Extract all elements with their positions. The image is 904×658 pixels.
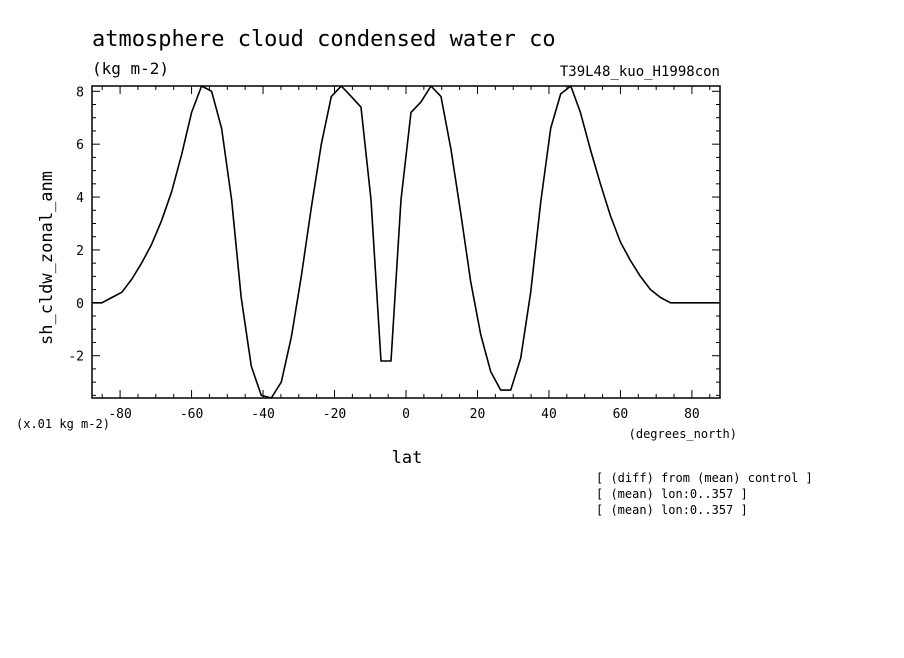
x-tick-label: 20 bbox=[470, 407, 486, 422]
y-scale-note: (x.01 kg m-2) bbox=[16, 417, 110, 431]
series-line bbox=[92, 85, 720, 399]
y-tick-label: 0 bbox=[76, 297, 84, 312]
x-tick-label: -80 bbox=[108, 407, 131, 422]
y-tick-label: -2 bbox=[68, 350, 84, 365]
note-line: [ (mean) lon:0..357 ] bbox=[596, 487, 748, 501]
run-label: T39L48_kuo_H1998con bbox=[560, 64, 720, 80]
x-units-label: (degrees_north) bbox=[629, 427, 737, 441]
series-layer bbox=[92, 85, 720, 399]
y-tick-label: 4 bbox=[76, 191, 84, 206]
x-tick-label: -20 bbox=[323, 407, 346, 422]
x-tick-label: 60 bbox=[613, 407, 629, 422]
x-tick-label: 0 bbox=[402, 407, 410, 422]
chart-title: atmosphere cloud condensed water co bbox=[92, 27, 556, 52]
y-tick-label: 2 bbox=[76, 244, 84, 259]
units-label: (kg m-2) bbox=[92, 59, 169, 78]
note-line: [ (mean) lon:0..357 ] bbox=[596, 503, 748, 517]
x-tick-label: 80 bbox=[684, 407, 700, 422]
y-tick-label: 6 bbox=[76, 138, 84, 153]
x-tick-label: -40 bbox=[251, 407, 274, 422]
y-axis-label: sh_cldw_zonal_anm bbox=[37, 171, 57, 345]
x-tick-label: 40 bbox=[541, 407, 557, 422]
x-tick-label: -60 bbox=[180, 407, 203, 422]
y-tick-label: 8 bbox=[76, 85, 84, 100]
x-axis-label: lat bbox=[392, 448, 423, 468]
note-line: [ (diff) from (mean) control ] bbox=[596, 471, 813, 485]
